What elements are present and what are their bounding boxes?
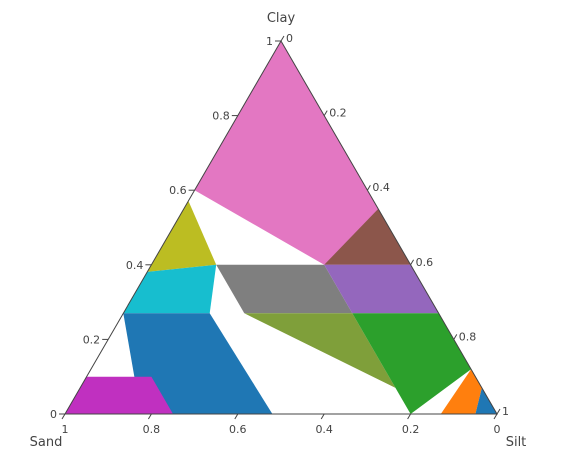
tick-label-sand-2: 0.4 (315, 423, 333, 436)
tick-label-sand-5: 1 (62, 423, 69, 436)
tick-label-silt-0: 0 (286, 32, 293, 45)
tick-label-sand-3: 0.6 (229, 423, 247, 436)
tick-label-clay-0: 0 (50, 408, 57, 421)
axis-title-silt: Silt (506, 435, 527, 450)
region-10 (440, 369, 482, 414)
region-0 (188, 41, 411, 265)
tick-label-sand-1: 0.2 (402, 423, 420, 436)
region-3 (123, 264, 217, 314)
tick-label-clay-5: 1 (266, 35, 273, 48)
region-2 (324, 208, 411, 265)
tick-silt-1 (323, 110, 328, 116)
region-6 (123, 313, 273, 414)
tick-sand-1 (407, 413, 412, 420)
tick-sand-0 (493, 413, 498, 420)
region-9 (352, 313, 472, 414)
tick-silt-3 (410, 259, 415, 266)
region-11 (475, 387, 497, 414)
tick-label-silt-1: 0.2 (329, 107, 347, 120)
triangle-outline (64, 40, 498, 415)
tick-silt-0 (280, 35, 285, 42)
tick-silt-2 (366, 184, 371, 191)
tick-label-sand-4: 0.8 (143, 423, 161, 436)
tick-label-clay-2: 0.4 (126, 259, 144, 272)
axis-title-sand: Sand (30, 435, 63, 450)
region-12 (65, 376, 173, 414)
tick-sand-3 (234, 413, 239, 420)
tick-label-sand-0: 0 (494, 423, 501, 436)
region-5 (324, 264, 439, 314)
tick-label-silt-2: 0.4 (372, 181, 390, 194)
tick-label-silt-4: 0.8 (459, 330, 477, 343)
tick-label-clay-3: 0.6 (169, 184, 187, 197)
region-layer (65, 41, 497, 414)
axis-title-clay: Clay (267, 11, 296, 26)
region-8 (244, 313, 411, 414)
region-4 (216, 264, 353, 314)
tick-silt-4 (453, 334, 458, 340)
tick-sand-2 (320, 413, 325, 420)
tick-silt-5 (496, 408, 501, 415)
tick-sand-4 (147, 413, 152, 420)
triangle-frame (64, 40, 498, 415)
tick-label-silt-3: 0.6 (416, 256, 434, 269)
region-1 (147, 200, 217, 272)
tick-layer: 00.20.40.60.8100.20.40.60.8100.20.40.60.… (50, 32, 509, 436)
tick-label-silt-5: 1 (502, 405, 509, 418)
tick-label-clay-1: 0.2 (83, 333, 101, 346)
tick-label-clay-4: 0.8 (212, 110, 230, 123)
tick-sand-5 (61, 413, 66, 420)
